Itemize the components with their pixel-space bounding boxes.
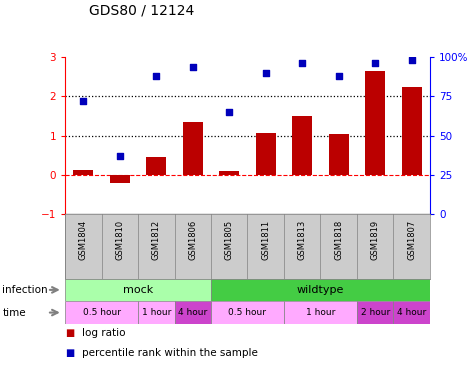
Text: GSM1806: GSM1806 xyxy=(188,220,197,260)
Text: GSM1813: GSM1813 xyxy=(298,220,307,260)
Text: GSM1819: GSM1819 xyxy=(370,220,380,260)
Bar xyxy=(292,116,312,175)
Bar xyxy=(211,301,284,324)
Text: GSM1818: GSM1818 xyxy=(334,220,343,260)
Bar xyxy=(174,301,211,324)
Point xyxy=(152,73,160,79)
Bar xyxy=(183,122,203,175)
Text: GSM1811: GSM1811 xyxy=(261,220,270,260)
Text: GSM1810: GSM1810 xyxy=(115,220,124,260)
Bar xyxy=(256,132,276,175)
Text: 0.5 hour: 0.5 hour xyxy=(228,308,266,317)
Point xyxy=(371,60,379,66)
Text: wildtype: wildtype xyxy=(297,285,344,295)
Text: percentile rank within the sample: percentile rank within the sample xyxy=(82,348,257,358)
Text: GDS80 / 12124: GDS80 / 12124 xyxy=(89,4,194,18)
Text: ■: ■ xyxy=(65,328,74,337)
Text: GSM1812: GSM1812 xyxy=(152,220,161,260)
Bar xyxy=(65,279,211,301)
Bar xyxy=(146,157,166,175)
Text: 1 hour: 1 hour xyxy=(142,308,171,317)
Text: GSM1805: GSM1805 xyxy=(225,220,234,260)
Bar xyxy=(110,175,130,183)
Bar xyxy=(73,171,94,175)
Point xyxy=(189,64,197,70)
Point xyxy=(262,70,269,76)
Point xyxy=(116,153,124,159)
Point xyxy=(408,57,416,63)
Bar xyxy=(365,71,385,175)
Bar xyxy=(393,301,430,324)
Point xyxy=(226,109,233,115)
Text: 4 hour: 4 hour xyxy=(397,308,426,317)
Text: GSM1807: GSM1807 xyxy=(407,220,416,260)
Point xyxy=(79,98,87,104)
Text: 4 hour: 4 hour xyxy=(178,308,208,317)
Point xyxy=(298,60,306,66)
Text: mock: mock xyxy=(123,285,153,295)
Point xyxy=(335,73,342,79)
Bar xyxy=(219,171,239,175)
Bar xyxy=(329,134,349,175)
Text: GSM1804: GSM1804 xyxy=(79,220,88,260)
Text: 1 hour: 1 hour xyxy=(306,308,335,317)
Text: ■: ■ xyxy=(65,348,74,358)
Bar xyxy=(284,301,357,324)
Text: log ratio: log ratio xyxy=(82,328,125,337)
Text: 2 hour: 2 hour xyxy=(361,308,390,317)
Bar xyxy=(401,87,422,175)
Text: 0.5 hour: 0.5 hour xyxy=(83,308,121,317)
Text: infection: infection xyxy=(2,285,48,295)
Bar xyxy=(211,279,430,301)
Text: time: time xyxy=(2,307,26,318)
Bar xyxy=(138,301,174,324)
Bar xyxy=(357,301,393,324)
Bar xyxy=(65,301,138,324)
